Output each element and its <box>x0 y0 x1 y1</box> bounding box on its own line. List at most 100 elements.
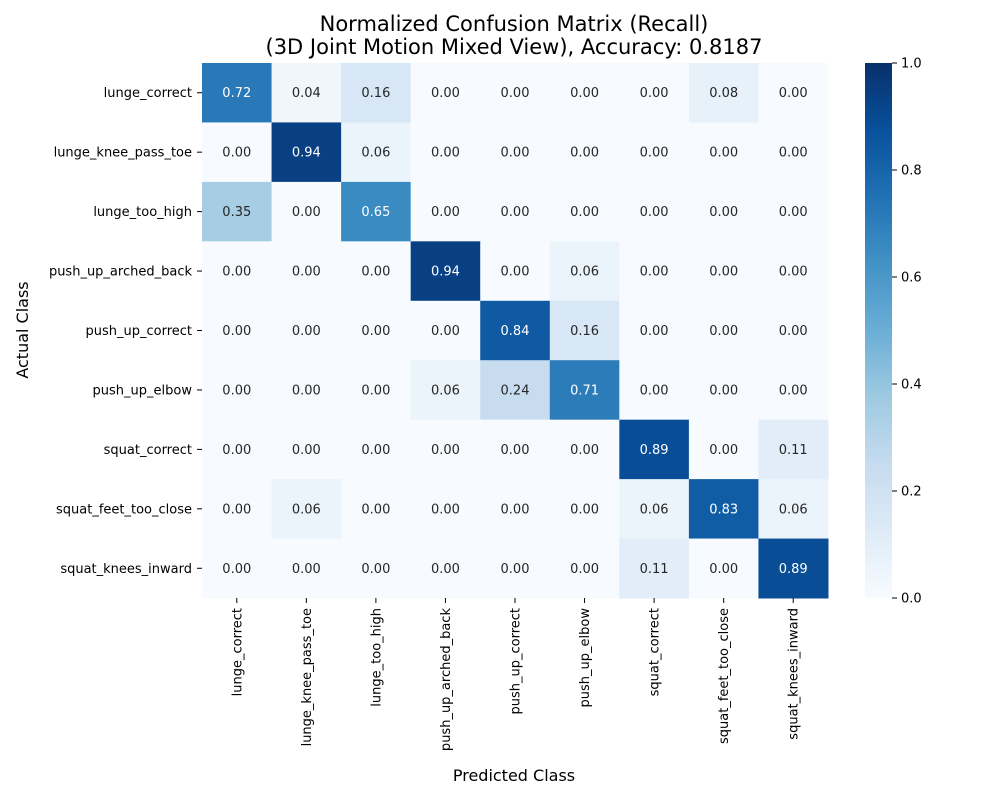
heatmap-cell <box>202 419 273 480</box>
heatmap-cell <box>410 538 481 599</box>
heatmap-cell <box>619 122 690 183</box>
colorbar-ticks: 0.0 0.2 0.4 0.6 0.8 1.0 <box>892 57 922 607</box>
heatmap-cell <box>758 479 829 540</box>
colorbar-tick-label: 0.0 <box>901 592 922 607</box>
cell-value-label: 0.00 <box>779 205 808 220</box>
cell-value-label: 0.72 <box>222 86 251 101</box>
heatmap-cell <box>271 181 342 242</box>
cell-value-label: 0.06 <box>779 502 808 517</box>
y-tick-label: squat_feet_too_close <box>56 502 192 517</box>
cell-value-label: 0.16 <box>570 324 599 339</box>
x-tick-label: push_up_correct <box>509 608 524 715</box>
heatmap-cell <box>202 300 273 361</box>
heatmap-cell <box>688 122 759 183</box>
y-axis-label: Actual Class <box>13 281 32 378</box>
cell-value-label: 0.00 <box>501 205 530 220</box>
cell-value-label: 0.11 <box>779 443 808 458</box>
heatmap-cell <box>480 181 551 242</box>
cell-value-label: 0.65 <box>361 205 390 220</box>
heatmap-cell <box>202 241 273 302</box>
cell-value-label: 0.00 <box>431 146 460 161</box>
cell-value-label: 0.00 <box>292 324 321 339</box>
cell-value-label: 0.06 <box>640 502 669 517</box>
y-tick-labels: lunge_correct lunge_knee_pass_toe lunge_to… <box>49 86 202 577</box>
heatmap-cell <box>341 63 412 123</box>
cell-value-label: 0.00 <box>292 443 321 458</box>
heatmap-cell <box>549 181 620 242</box>
cell-value-label: 0.00 <box>501 443 530 458</box>
heatmap-cell <box>271 300 342 361</box>
x-tick-label: lunge_knee_pass_toe <box>300 608 315 746</box>
cell-value-label: 0.00 <box>640 324 669 339</box>
cell-value-label: 0.06 <box>570 265 599 280</box>
cell-value-label: 0.00 <box>779 383 808 398</box>
cell-value-label: 0.00 <box>361 502 390 517</box>
cell-value-label: 0.16 <box>361 86 390 101</box>
heatmap-cell <box>410 241 481 302</box>
cell-value-label: 0.00 <box>361 562 390 577</box>
x-tick-labels: lunge_correct lunge_knee_pass_toe lunge_to… <box>230 598 802 751</box>
y-tick-label: squat_knees_inward <box>60 562 192 577</box>
cell-value-label: 0.00 <box>709 205 738 220</box>
cell-value-label: 0.00 <box>709 562 738 577</box>
heatmap-cell <box>549 122 620 183</box>
heatmap-cell <box>619 300 690 361</box>
heatmap-cell <box>549 479 620 540</box>
cell-value-label: 0.00 <box>501 146 530 161</box>
heatmap-cell <box>202 479 273 540</box>
cell-value-label: 0.00 <box>709 324 738 339</box>
heatmap-cell <box>480 360 551 421</box>
cell-value-label: 0.00 <box>501 562 530 577</box>
cell-value-label: 0.89 <box>640 443 669 458</box>
y-tick-label: lunge_correct <box>104 86 192 101</box>
cell-value-label: 0.00 <box>222 265 251 280</box>
heatmap-cell <box>549 538 620 599</box>
heatmap-cell <box>480 241 551 302</box>
cell-value-label: 0.00 <box>640 146 669 161</box>
cell-value-label: 0.00 <box>222 383 251 398</box>
heatmap-cell <box>271 241 342 302</box>
cell-value-label: 0.35 <box>222 205 251 220</box>
heatmap-cell <box>341 360 412 421</box>
cell-value-label: 0.00 <box>222 443 251 458</box>
cell-value-label: 0.00 <box>779 324 808 339</box>
cell-value-label: 0.00 <box>292 205 321 220</box>
cell-value-label: 0.00 <box>570 146 599 161</box>
heatmap-cell <box>410 360 481 421</box>
colorbar-tick-label: 0.6 <box>901 271 922 286</box>
y-tick-label: push_up_correct <box>85 324 192 339</box>
heatmap-cell <box>758 538 829 599</box>
heatmap-cell <box>688 479 759 540</box>
x-tick-label: squat_feet_too_close <box>717 608 732 744</box>
heatmap-cell <box>549 63 620 123</box>
heatmap-cell <box>410 122 481 183</box>
cell-value-label: 0.00 <box>431 86 460 101</box>
cell-value-label: 0.00 <box>501 502 530 517</box>
cell-value-label: 0.00 <box>431 502 460 517</box>
x-tick-label: squat_knees_inward <box>787 608 802 740</box>
heatmap-cell <box>619 479 690 540</box>
heatmap-cell <box>480 479 551 540</box>
cell-value-label: 0.00 <box>570 443 599 458</box>
cell-value-label: 0.00 <box>779 146 808 161</box>
cell-value-label: 0.00 <box>431 562 460 577</box>
x-axis-label: Predicted Class <box>453 766 575 785</box>
cell-value-label: 0.83 <box>709 502 738 517</box>
heatmap-cell <box>271 360 342 421</box>
heatmap-cell <box>341 538 412 599</box>
heatmap-cell-labels: 0.72 0.04 0.16 0.00 0.00 0.00 0.00 0.08 0.00 0.00… <box>222 86 807 577</box>
chart-title-line1: Normalized Confusion Matrix (Recall) <box>320 12 709 36</box>
cell-value-label: 0.00 <box>292 265 321 280</box>
cell-value-label: 0.00 <box>431 205 460 220</box>
heatmap-cell <box>271 538 342 599</box>
cell-value-label: 0.00 <box>431 324 460 339</box>
heatmap-cell <box>619 538 690 599</box>
cell-value-label: 0.00 <box>292 383 321 398</box>
heatmap-cell <box>758 360 829 421</box>
heatmap-cell <box>410 181 481 242</box>
heatmap-cells <box>202 63 829 599</box>
cell-value-label: 0.11 <box>640 562 669 577</box>
heatmap-cell <box>688 63 759 123</box>
y-tick-label: lunge_knee_pass_toe <box>54 146 192 161</box>
